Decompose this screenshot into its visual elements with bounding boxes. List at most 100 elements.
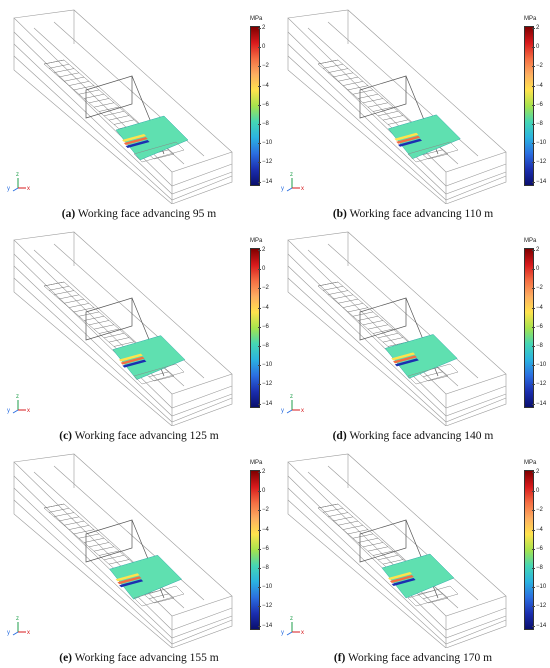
panel-caption-text: Working face advancing 110 m [346, 208, 494, 220]
colorbar-tick-mark [258, 510, 261, 511]
colorbar-tick-label: −4 [262, 304, 269, 311]
colorbar-tick-label: −14 [536, 622, 547, 629]
colorbar-tick-label: 0 [262, 488, 266, 495]
model-wireframe: z x y [281, 231, 507, 426]
colorbar-tick-label: −8 [262, 121, 269, 127]
roadway-rung [372, 550, 394, 556]
box-edge [13, 18, 173, 204]
axis-z-label: z [16, 172, 19, 178]
box-edge [13, 499, 233, 645]
colorbar-unit: MPa [250, 238, 263, 244]
colorbar-tick-label: −4 [262, 526, 269, 533]
stress-band [122, 359, 147, 368]
roadway-rung [83, 315, 105, 321]
model-wireframe: z x y [7, 453, 233, 648]
model-wireframe: z x y [7, 231, 233, 426]
model-wireframe: z x y [281, 9, 507, 204]
roadway-rung [63, 520, 85, 526]
roadway-rung [367, 546, 389, 552]
roadway-rung [88, 98, 110, 104]
roadway-rung [327, 512, 349, 517]
stress-band [394, 358, 419, 367]
panel-caption: (f) Working face advancing 170 m [278, 652, 548, 664]
colorbar-tick-label: −14 [262, 622, 273, 629]
model-wireframe: z x y [7, 9, 233, 204]
roadway-rung [362, 542, 384, 548]
colorbar-tick-mark [258, 587, 261, 588]
colorbar [250, 26, 260, 186]
colorbar-tick-mark [258, 66, 261, 67]
colorbar-tick-label: 2 [262, 469, 266, 475]
box-edge [287, 462, 447, 648]
colorbar-tick-label: −8 [536, 565, 543, 571]
roadway-rung [422, 593, 444, 599]
panel-tag: (b) [332, 208, 347, 220]
stress-plane [384, 334, 458, 379]
roadway-rung [73, 529, 95, 535]
roadway-rung [342, 525, 364, 530]
colorbar-tick-mark [258, 47, 261, 48]
colorbar-tick-label: 0 [262, 266, 266, 273]
roadway-rung [108, 559, 130, 565]
roadway-rung [337, 520, 359, 526]
colorbar-tick-label: −10 [536, 584, 547, 591]
roadway-rung [108, 337, 130, 343]
colorbar-tick-mark [258, 181, 261, 183]
colorbar-tick-label: −10 [262, 140, 273, 147]
colorbar [524, 470, 534, 630]
box-edge [13, 265, 233, 417]
panel-caption: (d) Working face advancing 140 m [278, 430, 548, 442]
colorbar-tick-label: −10 [536, 140, 547, 147]
panel-caption-text: Working face advancing 155 m [72, 652, 219, 664]
colorbar-tick-mark [258, 143, 261, 144]
panel-d: z x y MPa 2 0 −2 −4 −6 −8 −10 −12 −14 (d) Working fac… [278, 226, 548, 446]
panel-caption: (b) Working face advancing 110 m [278, 208, 548, 220]
colorbar-tick-mark [532, 250, 535, 251]
box-edge [287, 43, 507, 195]
roadway-rung [73, 85, 95, 91]
roadway-rung [48, 508, 70, 513]
box-edge [171, 374, 233, 426]
roadway-rung [337, 76, 359, 82]
colorbar-tick-label: −10 [262, 362, 273, 369]
colorbar-tick-mark [532, 403, 535, 405]
box-edge [287, 55, 507, 201]
gob-outline [133, 141, 185, 163]
roadway-rung [322, 286, 344, 291]
roadway-rung [337, 298, 359, 304]
roadway-rung [78, 89, 100, 95]
roadway-rung [342, 81, 364, 86]
roadway-rung [362, 98, 384, 104]
colorbar-tick-label: −12 [536, 381, 547, 388]
roadway-rung [382, 337, 404, 343]
roadway-rung [68, 81, 90, 86]
colorbar-tick-mark [532, 326, 535, 328]
colorbar [524, 248, 534, 408]
colorbar-tick-label: −12 [536, 159, 547, 166]
stress-band [122, 134, 146, 142]
colorbar-tick-mark [258, 85, 261, 87]
box-edge [287, 499, 507, 645]
colorbar-unit: MPa [250, 16, 263, 22]
roadway-rung [347, 307, 369, 313]
roadway-rung [73, 307, 95, 313]
roadway-rung [422, 371, 444, 377]
colorbar-tick-mark [532, 606, 535, 607]
roadway-rung [53, 68, 75, 73]
roadway-rung [48, 286, 70, 291]
stress-band [391, 352, 416, 361]
gob-outline [407, 141, 459, 163]
colorbar-tick-label: −6 [536, 101, 543, 108]
panel-caption-text: Working face advancing 125 m [72, 430, 219, 442]
panel-e: z x y MPa 2 0 −2 −4 −6 −8 −10 −12 −14 (e) Working fac… [4, 448, 274, 668]
stress-band [120, 356, 145, 365]
roadway-rung [103, 111, 125, 117]
axis-y-label: y [7, 630, 10, 636]
colorbar-tick-label: −8 [536, 343, 543, 349]
axis-z-label: z [290, 394, 293, 400]
axis-x-label: x [301, 630, 304, 636]
colorbar-tick-label: −14 [262, 400, 273, 407]
roadway-rung [43, 503, 65, 509]
roadway-rung [98, 550, 120, 556]
stress-plane [387, 114, 461, 160]
